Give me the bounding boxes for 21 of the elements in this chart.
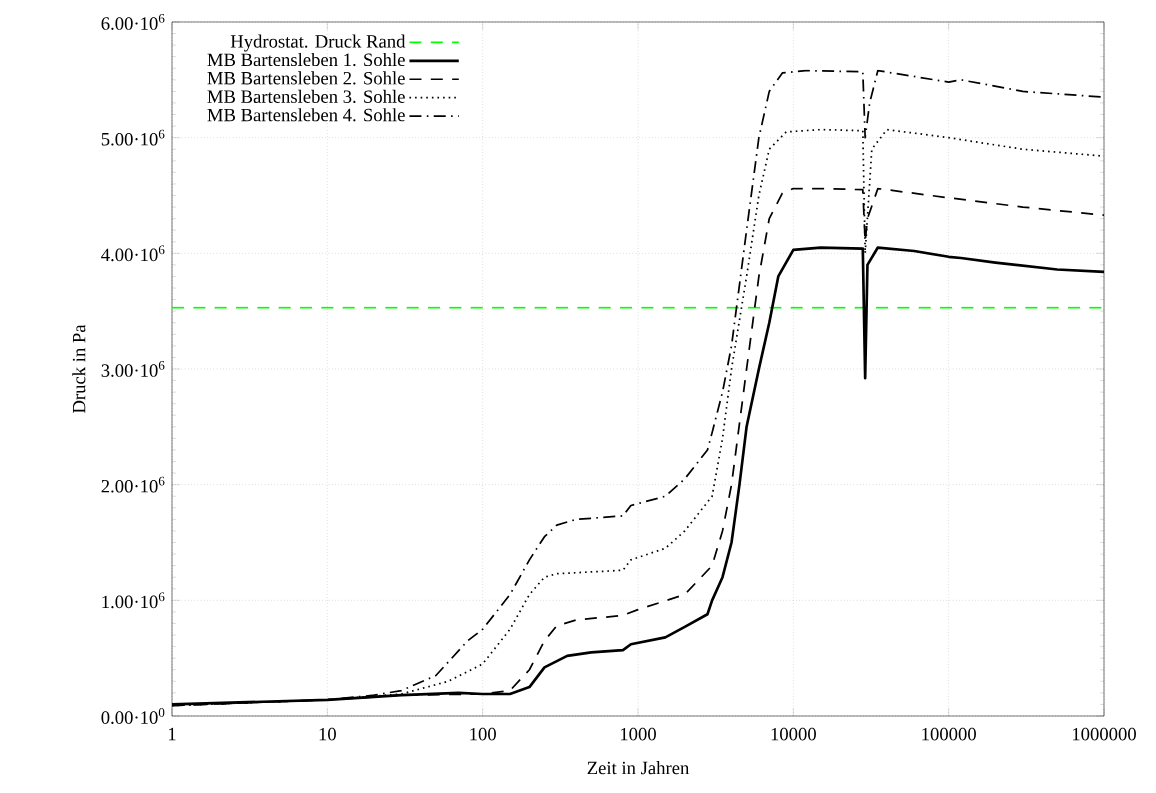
legend-label: MB Bartensleben 2. Sohle <box>207 71 405 85</box>
x-tick-label: 100 <box>470 727 496 741</box>
y-axis-title: Druck in Pa <box>72 324 86 414</box>
y-tick-label: 3.00·10$^{6}$ <box>101 361 165 377</box>
legend-label: MB Bartensleben 1. Sohle <box>207 52 405 67</box>
y-tick-label: 1.00·10$^{6}$ <box>102 592 165 609</box>
legend-label: MB Bartensleben 3. Sohle <box>207 89 405 104</box>
x-tick-label: 10 <box>319 727 336 741</box>
legend-label: MB Bartensleben 4. Sohle <box>207 108 405 122</box>
y-tick-label: 6.00·10$^{6}$ <box>101 14 165 30</box>
y-tick-label: 2.00·10$^{6}$ <box>101 476 165 493</box>
y-tick-label: 5.00·10$^{6}$ <box>101 129 165 146</box>
y-tick-label: 0.00·10$^{0}$ <box>101 708 165 724</box>
x-tick-label: 10000 <box>771 727 816 741</box>
x-axis-title: Zeit in Jahren <box>587 761 690 775</box>
x-tick-label: 1000 <box>620 727 656 741</box>
legend-label: Hydrostat. Druck Rand <box>230 34 406 52</box>
x-tick-label: 1000000 <box>1072 727 1136 741</box>
y-tick-label: 4.00·10$^{6}$ <box>101 245 165 262</box>
x-tick-label: 100000 <box>922 727 976 741</box>
x-tick-label: 1 <box>168 727 176 741</box>
